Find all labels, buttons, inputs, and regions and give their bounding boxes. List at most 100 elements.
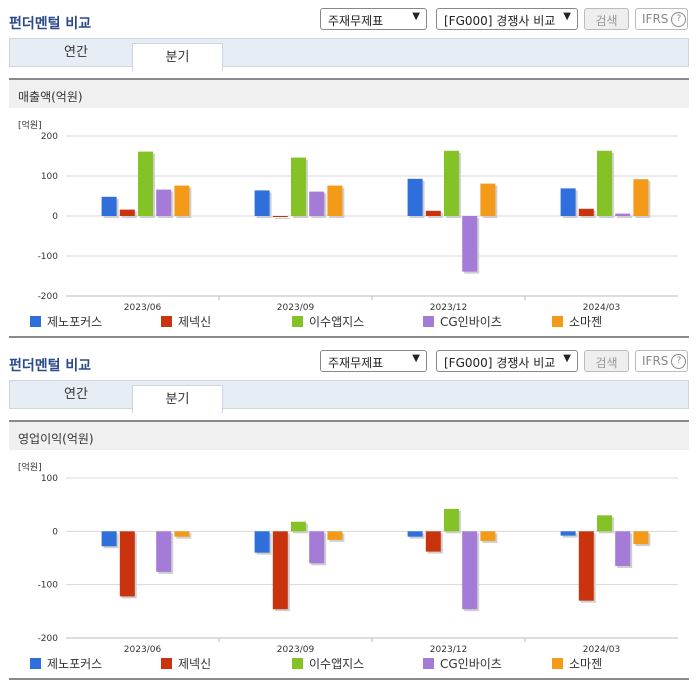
- bar: [101, 196, 117, 216]
- legend-swatch: [161, 658, 172, 669]
- legend-label: 소마젠: [569, 315, 603, 329]
- bar: [480, 531, 496, 541]
- bar: [101, 531, 117, 547]
- bar: [272, 531, 288, 610]
- legend-item[interactable]: 소마젠: [552, 313, 602, 330]
- legend-item[interactable]: CG인바이츠: [423, 313, 502, 330]
- legend-swatch: [552, 658, 563, 669]
- bar: [119, 209, 135, 216]
- y-tick-label: -200: [38, 634, 59, 644]
- panel-bottom-rule: [9, 336, 689, 338]
- bar: [327, 185, 343, 216]
- tab-quarterly[interactable]: 분기: [132, 385, 223, 413]
- legend-swatch: [292, 658, 303, 669]
- search-button[interactable]: 검색: [584, 350, 629, 372]
- x-tick-label: 2024/03: [583, 645, 620, 655]
- bar: [560, 188, 576, 216]
- legend-swatch: [292, 316, 303, 327]
- bar: [174, 531, 190, 537]
- chevron-down-icon: ▼: [412, 11, 420, 22]
- x-tick-label: 2023/09: [277, 303, 315, 313]
- group-select-value: [FG000] 경쟁사 비교: [444, 356, 556, 370]
- bar: [407, 531, 423, 537]
- tab-annual[interactable]: 연간: [64, 45, 88, 60]
- chevron-down-icon: ▼: [563, 11, 571, 22]
- bar: [444, 150, 459, 216]
- chart-legend: 제노포커스 제넥신 이수앱지스 CG인바이츠 소마젠: [30, 313, 670, 329]
- bar-chart: 200 100 0 -100 -200 2023/06 2023/09 2023/12 2024…: [38, 132, 678, 313]
- legend-label: 소마젠: [569, 657, 603, 671]
- bar: [174, 185, 190, 216]
- bar: [138, 151, 153, 216]
- group-select[interactable]: [FG000] 경쟁사 비교 ▼: [436, 8, 578, 30]
- legend-swatch: [30, 316, 41, 327]
- legend-item[interactable]: 제노포커스: [30, 655, 102, 672]
- legend-item[interactable]: 이수앱지스: [292, 313, 364, 330]
- y-tick-label: -100: [38, 252, 59, 262]
- statement-select[interactable]: 주재무제표 ▼: [320, 8, 427, 30]
- chart-title: 영업이익(억원): [9, 420, 689, 450]
- x-tick-label: 2024/03: [583, 303, 620, 313]
- legend-swatch: [30, 658, 41, 669]
- bar: [462, 531, 478, 610]
- y-tick-label: 200: [41, 132, 58, 142]
- bar: [291, 521, 306, 532]
- y-tick-label: 100: [41, 474, 58, 484]
- legend-label: CG인바이츠: [440, 315, 502, 329]
- tab-annual[interactable]: 연간: [64, 387, 88, 402]
- search-button[interactable]: 검색: [584, 8, 629, 30]
- legend-item[interactable]: 제넥신: [161, 655, 211, 672]
- legend-label: 제노포커스: [47, 315, 103, 329]
- legend-item[interactable]: 이수앱지스: [292, 655, 364, 672]
- bar: [462, 216, 478, 272]
- chart-title: 매출액(억원): [9, 78, 689, 108]
- legend-swatch: [423, 316, 434, 327]
- ifrs-button[interactable]: IFRS?: [635, 8, 688, 30]
- question-circle-icon[interactable]: ?: [671, 354, 687, 369]
- bar: [327, 531, 343, 540]
- y-tick-label: 0: [52, 212, 58, 222]
- bar: [615, 531, 631, 566]
- unit-label: [억원]: [18, 463, 42, 473]
- statement-select[interactable]: 주재무제표 ▼: [320, 350, 427, 372]
- legend-label: 제노포커스: [47, 657, 103, 671]
- bar: [425, 210, 441, 216]
- legend-item[interactable]: 제노포커스: [30, 313, 102, 330]
- bar: [309, 531, 325, 564]
- bar: [309, 191, 325, 216]
- bar: [407, 178, 423, 216]
- legend-label: 이수앱지스: [309, 657, 365, 671]
- bar-chart: 100 0 -100 -200 2023/06 2023/09 2023/12 2024/03: [38, 474, 678, 655]
- chart-legend: 제노포커스 제넥신 이수앱지스 CG인바이츠 소마젠: [30, 655, 670, 671]
- tab-quarterly[interactable]: 분기: [132, 43, 223, 71]
- legend-item[interactable]: 소마젠: [552, 655, 602, 672]
- bar: [578, 531, 594, 601]
- group-select[interactable]: [FG000] 경쟁사 비교 ▼: [436, 350, 578, 372]
- question-circle-icon[interactable]: ?: [671, 12, 687, 27]
- legend-swatch: [161, 316, 172, 327]
- period-tabs: 연간 분기: [9, 380, 689, 413]
- bar: [272, 216, 288, 217]
- y-tick-label: 0: [52, 527, 58, 537]
- unit-label: [억원]: [18, 121, 42, 131]
- x-tick-label: 2023/12: [430, 303, 467, 313]
- x-tick-label: 2023/09: [277, 645, 315, 655]
- chevron-down-icon: ▼: [563, 353, 571, 364]
- panel-bottom-rule: [9, 678, 689, 680]
- x-tick-label: 2023/12: [430, 645, 467, 655]
- legend-swatch: [552, 316, 563, 327]
- bar: [291, 157, 306, 216]
- group-select-value: [FG000] 경쟁사 비교: [444, 14, 556, 28]
- bar: [480, 183, 496, 216]
- period-tabs: 연간 분기: [9, 38, 689, 71]
- bar: [119, 531, 135, 597]
- bar: [578, 208, 594, 216]
- bar: [633, 531, 649, 545]
- statement-select-value: 주재무제표: [328, 356, 384, 370]
- legend-item[interactable]: 제넥신: [161, 313, 211, 330]
- legend-item[interactable]: CG인바이츠: [423, 655, 502, 672]
- legend-label: 제넥신: [178, 315, 212, 329]
- bar: [156, 189, 172, 216]
- bar: [597, 150, 612, 216]
- ifrs-button[interactable]: IFRS?: [635, 350, 688, 372]
